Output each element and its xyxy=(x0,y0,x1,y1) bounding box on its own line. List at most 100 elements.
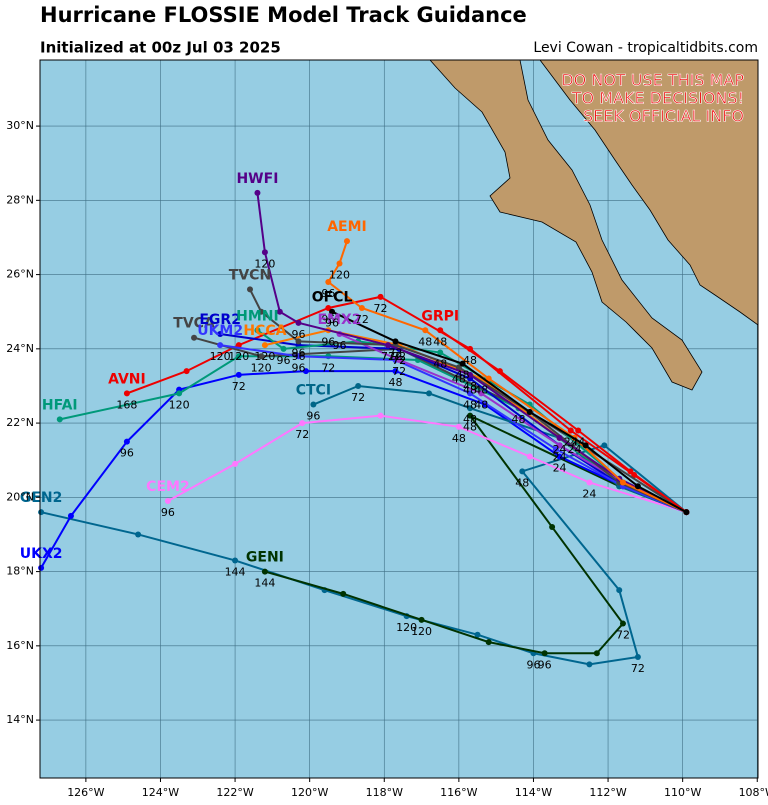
warning-line: DO NOT USE THIS MAP xyxy=(561,71,744,90)
hour-label: 96 xyxy=(526,658,540,671)
track-point xyxy=(258,308,265,315)
hour-label: 24 xyxy=(553,443,567,456)
hour-label: 48 xyxy=(452,372,466,385)
hour-label: 96 xyxy=(291,328,305,341)
hour-label: 48 xyxy=(512,413,526,426)
track-point xyxy=(217,330,224,337)
y-tick-label: 16°N xyxy=(6,639,34,652)
track-point xyxy=(552,446,559,453)
track-point xyxy=(235,371,242,378)
y-tick-label: 28°N xyxy=(6,193,34,206)
track-point xyxy=(485,375,492,382)
hour-label: 168 xyxy=(116,398,137,411)
hour-label: 72 xyxy=(392,354,406,367)
track-point xyxy=(183,368,190,375)
hour-label: 48 xyxy=(474,384,488,397)
track-name: UKX2 xyxy=(20,546,63,562)
track-point xyxy=(325,279,332,286)
hour-label: 72 xyxy=(355,313,369,326)
hour-label: 96 xyxy=(325,317,339,330)
track-point xyxy=(67,512,74,519)
tracks xyxy=(38,189,690,668)
y-tick-label: 24°N xyxy=(6,342,34,355)
hour-label: 96 xyxy=(291,361,305,374)
track-point xyxy=(467,412,474,419)
track-point xyxy=(123,390,130,397)
track-point xyxy=(634,483,641,490)
track-point xyxy=(392,368,399,375)
hour-label: 120 xyxy=(254,350,275,363)
hour-label: 48 xyxy=(463,413,477,426)
track-point xyxy=(619,620,626,627)
hour-label: 72 xyxy=(295,428,309,441)
track-point xyxy=(164,498,171,505)
frame xyxy=(39,59,759,779)
track-point xyxy=(478,390,485,397)
hour-label: 48 xyxy=(463,380,477,393)
track-point xyxy=(302,368,309,375)
baja-peninsula xyxy=(429,59,703,391)
track-point xyxy=(683,509,690,516)
hour-label: 48 xyxy=(452,432,466,445)
x-tick-label: 112°W xyxy=(589,786,626,799)
hour-label: 72 xyxy=(392,354,406,367)
track-point xyxy=(295,353,302,360)
hour-label: 120 xyxy=(210,350,231,363)
track-line xyxy=(249,288,687,514)
hour-label: 24 xyxy=(567,443,581,456)
hour-label: 48 xyxy=(463,384,477,397)
track-point xyxy=(191,334,198,341)
track-point xyxy=(426,390,433,397)
hour-label: 48 xyxy=(474,398,488,411)
track-point xyxy=(232,557,239,564)
hour-label: 96 xyxy=(291,346,305,359)
track-point xyxy=(437,327,444,334)
hour-label: 96 xyxy=(321,287,335,300)
track-point xyxy=(232,460,239,467)
track-point xyxy=(280,345,287,352)
track-point xyxy=(396,356,403,363)
hour-label: 72 xyxy=(616,629,630,642)
track-point xyxy=(276,308,283,315)
track-point xyxy=(467,390,474,397)
track-name: HMNI xyxy=(236,308,279,324)
track-point xyxy=(593,650,600,657)
track-point xyxy=(586,479,593,486)
track-name: EGR2 xyxy=(199,312,241,328)
track-point xyxy=(261,342,268,349)
hour-label: 24 xyxy=(564,436,578,449)
track-point xyxy=(556,453,563,460)
hour-label: 144 xyxy=(225,565,246,578)
track-point xyxy=(575,427,582,434)
x-tick-label: 124°W xyxy=(142,786,179,799)
track-point xyxy=(467,371,474,378)
track-point xyxy=(254,189,261,196)
credit: Levi Cowan - tropicaltidbits.com xyxy=(533,40,758,56)
hour-label: 96 xyxy=(321,335,335,348)
hour-label: 24 xyxy=(571,436,585,449)
x-tick-label: 122°W xyxy=(216,786,253,799)
hour-label: 48 xyxy=(433,335,447,348)
hour-label: 72 xyxy=(388,346,402,359)
track-point xyxy=(526,408,533,415)
chart-subtitle: Initialized at 00z Jul 03 2025 xyxy=(40,39,281,57)
track-point xyxy=(619,479,626,486)
track-point xyxy=(325,304,332,311)
hour-label: 48 xyxy=(463,354,477,367)
hour-label: 72 xyxy=(321,361,335,374)
track-point xyxy=(601,442,608,449)
hour-label: 120 xyxy=(329,268,350,281)
x-tick-label: 116°W xyxy=(440,786,477,799)
track-name: HWFI xyxy=(236,171,278,187)
track-point xyxy=(56,416,63,423)
track-point xyxy=(295,319,302,326)
hour-label: 72 xyxy=(351,391,365,404)
track-point xyxy=(176,390,183,397)
hour-label: 120 xyxy=(411,625,432,638)
track-point xyxy=(422,327,429,334)
track-point xyxy=(261,568,268,575)
y-tick-label: 20°N xyxy=(6,490,34,503)
track-point xyxy=(38,509,45,516)
hour-label: 48 xyxy=(515,476,529,489)
